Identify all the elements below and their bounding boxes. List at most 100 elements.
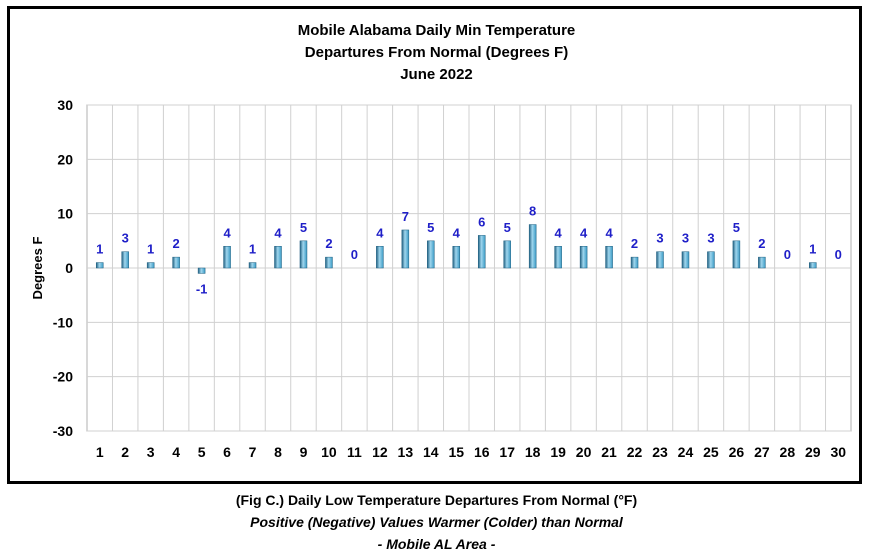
data-label-day-3: 1: [147, 242, 154, 257]
caption-line-2: Positive (Negative) Values Warmer (Colde…: [250, 514, 623, 530]
x-tick-label: 27: [754, 444, 770, 460]
bar-day-8: [274, 246, 282, 269]
bar-day-20: [579, 246, 588, 269]
data-label-day-24: 3: [682, 231, 689, 246]
data-label-day-8: 4: [274, 225, 282, 240]
x-tick-label: 21: [601, 444, 617, 460]
bar-day-13: [401, 229, 410, 269]
data-label-day-7: 1: [249, 242, 256, 257]
x-tick-label: 10: [321, 444, 337, 460]
bar-day-2: [121, 251, 129, 269]
data-label-day-19: 4: [555, 225, 563, 240]
data-label-day-22: 2: [631, 236, 638, 251]
bar-day-18: [528, 224, 537, 269]
x-tick-label: 14: [423, 444, 439, 460]
x-tick-label: 5: [198, 444, 206, 460]
bar-day-23: [656, 251, 664, 269]
data-label-day-25: 3: [707, 231, 714, 246]
bar-day-5: [197, 267, 206, 274]
x-tick-label: 20: [576, 444, 592, 460]
data-label-day-1: 1: [96, 242, 103, 257]
x-tick-label: 11: [347, 444, 362, 460]
bar-day-1: [95, 262, 104, 269]
data-label-day-20: 4: [580, 225, 588, 240]
x-tick-label: 26: [729, 444, 745, 460]
data-label-day-14: 5: [427, 220, 434, 235]
data-label-day-4: 2: [173, 236, 180, 251]
bar-day-14: [427, 240, 435, 269]
data-label-day-2: 3: [122, 231, 129, 246]
bar-day-12: [376, 246, 384, 269]
y-tick-label: 20: [57, 151, 73, 167]
x-tick-label: 2: [121, 444, 129, 460]
data-label-day-13: 7: [402, 209, 409, 224]
data-label-day-11: 0: [351, 247, 358, 262]
data-label-day-29: 1: [809, 242, 816, 257]
data-label-day-27: 2: [758, 236, 765, 251]
x-tick-label: 24: [678, 444, 694, 460]
data-label-day-15: 4: [453, 225, 461, 240]
data-label-day-26: 5: [733, 220, 740, 235]
x-tick-label: 16: [474, 444, 490, 460]
data-label-day-9: 5: [300, 220, 307, 235]
caption-line-1: (Fig C.) Daily Low Temperature Departure…: [235, 492, 638, 508]
x-tick-label: 3: [147, 444, 155, 460]
bar-day-27: [758, 256, 766, 269]
x-tick-label: 18: [525, 444, 541, 460]
bar-day-6: [223, 246, 231, 269]
data-label-day-23: 3: [656, 231, 663, 246]
x-tick-label: 15: [448, 444, 464, 460]
x-tick-label: 4: [172, 444, 180, 460]
bar-day-19: [554, 246, 562, 269]
chart-title-line-2: Departures From Normal (Degrees F): [304, 44, 569, 61]
x-tick-label: 13: [398, 444, 414, 460]
y-tick-label: 0: [65, 260, 73, 276]
y-tick-label: -10: [53, 314, 73, 330]
bar-day-24: [681, 251, 690, 269]
data-label-day-10: 2: [325, 236, 332, 251]
y-tick-label: 10: [57, 206, 73, 222]
bar-day-29: [809, 262, 817, 269]
bar-day-25: [707, 251, 715, 269]
data-label-day-12: 4: [376, 225, 384, 240]
x-tick-label: 25: [703, 444, 719, 460]
chart-title-line-3: June 2022: [400, 66, 473, 83]
x-tick-label: 12: [372, 444, 388, 460]
x-tick-label: 29: [805, 444, 821, 460]
data-label-day-28: 0: [784, 247, 791, 262]
bar-day-15: [452, 246, 461, 269]
data-label-day-18: 8: [529, 204, 536, 219]
x-tick-label: 8: [274, 444, 282, 460]
bar-day-10: [325, 256, 333, 269]
data-label-day-5: -1: [196, 281, 208, 296]
x-tick-label: 22: [627, 444, 643, 460]
bar-day-3: [146, 262, 155, 269]
bar-day-26: [732, 240, 741, 269]
y-axis-label: Degrees F: [30, 237, 45, 300]
y-tick-label: -20: [53, 369, 73, 385]
x-tick-label: 30: [830, 444, 846, 460]
bar-day-17: [503, 240, 511, 269]
data-label-day-30: 0: [835, 247, 842, 262]
x-tick-label: 7: [249, 444, 257, 460]
bar-day-9: [299, 240, 308, 269]
caption-line-3: - Mobile AL Area -: [377, 536, 496, 552]
x-tick-label: 1: [96, 444, 104, 460]
data-label-day-17: 5: [504, 220, 511, 235]
chart-title-line-1: Mobile Alabama Daily Min Temperature: [297, 22, 576, 39]
data-label-day-16: 6: [478, 214, 485, 229]
data-label-day-6: 4: [223, 225, 231, 240]
x-tick-label: 17: [499, 444, 515, 460]
bar-day-22: [630, 256, 639, 269]
y-tick-label: -30: [53, 423, 73, 439]
bar-day-7: [248, 262, 257, 269]
x-tick-label: 6: [223, 444, 231, 460]
x-tick-label: 28: [780, 444, 796, 460]
x-tick-label: 19: [550, 444, 566, 460]
bar-day-21: [605, 246, 613, 269]
bar-day-4: [172, 256, 180, 269]
x-tick-label: 9: [300, 444, 308, 460]
data-label-day-21: 4: [605, 225, 613, 240]
y-tick-label: 30: [57, 97, 73, 113]
